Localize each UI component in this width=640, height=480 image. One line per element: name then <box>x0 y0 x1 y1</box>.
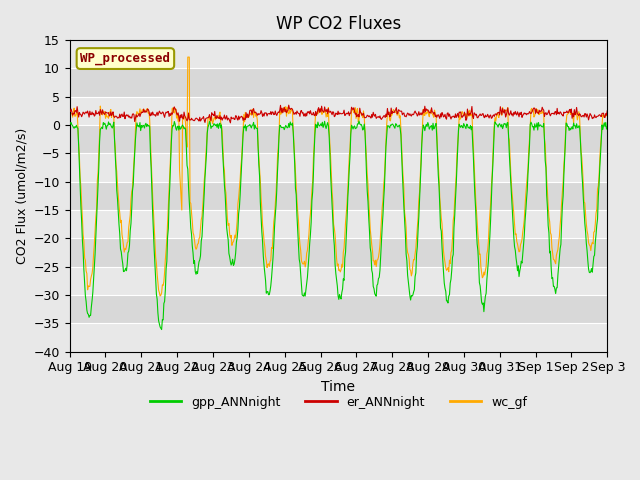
Line: wc_gf: wc_gf <box>70 57 607 296</box>
wc_gf <box>187 201 195 206</box>
Bar <box>70 266 607 295</box>
er_ANNnight <box>66 108 74 114</box>
gpp_ANNnight <box>214 125 222 131</box>
wc_gf <box>66 108 74 113</box>
wc_gf <box>76 153 83 159</box>
X-axis label: Time: Time <box>321 380 355 394</box>
wc_gf <box>184 54 191 60</box>
gpp_ANNnight <box>131 151 138 157</box>
gpp_ANNnight <box>158 327 166 333</box>
wc_gf <box>131 147 138 153</box>
Y-axis label: CO2 Flux (umol/m2/s): CO2 Flux (umol/m2/s) <box>15 128 28 264</box>
er_ANNnight <box>76 109 83 115</box>
wc_gf <box>405 256 413 262</box>
wc_gf <box>421 112 429 118</box>
gpp_ANNnight <box>66 122 74 128</box>
Bar <box>70 323 607 351</box>
Bar <box>70 153 607 181</box>
er_ANNnight <box>604 108 611 114</box>
Bar <box>70 40 607 69</box>
wc_gf <box>604 110 611 116</box>
er_ANNnight <box>131 119 138 124</box>
gpp_ANNnight <box>355 118 363 124</box>
Legend: gpp_ANNnight, er_ANNnight, wc_gf: gpp_ANNnight, er_ANNnight, wc_gf <box>145 391 532 414</box>
er_ANNnight <box>405 112 413 118</box>
er_ANNnight <box>227 120 234 126</box>
Bar <box>70 97 607 125</box>
gpp_ANNnight <box>421 128 429 133</box>
Line: er_ANNnight: er_ANNnight <box>70 105 607 123</box>
gpp_ANNnight <box>186 211 194 216</box>
Title: WP CO2 Fluxes: WP CO2 Fluxes <box>276 15 401 33</box>
gpp_ANNnight <box>604 124 611 130</box>
er_ANNnight <box>421 103 429 109</box>
er_ANNnight <box>186 117 193 123</box>
gpp_ANNnight <box>76 162 83 168</box>
gpp_ANNnight <box>405 287 413 292</box>
wc_gf <box>156 293 164 299</box>
er_ANNnight <box>214 115 221 120</box>
wc_gf <box>215 112 223 118</box>
Line: gpp_ANNnight: gpp_ANNnight <box>70 121 607 330</box>
Text: WP_processed: WP_processed <box>81 52 170 65</box>
er_ANNnight <box>285 102 292 108</box>
Bar <box>70 210 607 238</box>
